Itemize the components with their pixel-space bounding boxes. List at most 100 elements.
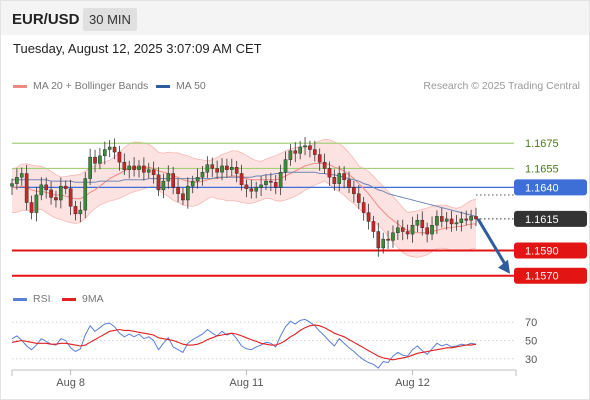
candle-body [215, 168, 219, 173]
candle [34, 186, 39, 222]
candle-body [229, 166, 234, 170]
candle [352, 180, 356, 203]
price-tag-box [514, 242, 587, 259]
candle [249, 179, 254, 199]
candle-body [210, 164, 215, 169]
candle-body [98, 155, 102, 164]
price-tags: 1.1675 1.1655 1.1640 1.1615 1.1590 1.1570 [514, 138, 587, 284]
candle-body [420, 219, 425, 228]
candle [444, 212, 449, 230]
candle-body [83, 178, 88, 211]
candle [195, 168, 200, 189]
candle [15, 168, 19, 190]
candle-body [322, 161, 327, 169]
candle [19, 167, 24, 186]
candle-body [137, 165, 141, 170]
candle [376, 222, 381, 257]
candle-body [288, 150, 293, 160]
moving-averages [12, 162, 477, 234]
candle-body [24, 173, 29, 203]
candle [440, 207, 444, 228]
candle-body [396, 227, 400, 233]
candle-body [449, 218, 454, 225]
candle [283, 151, 288, 181]
candle-body [73, 206, 78, 215]
candle [127, 160, 132, 179]
candle [308, 140, 312, 158]
candle [78, 201, 83, 222]
candle-body [54, 197, 58, 201]
candle-body [464, 218, 469, 221]
candle [190, 175, 195, 194]
price-tag-box [514, 179, 587, 196]
candle [73, 200, 78, 221]
candle-body [102, 149, 107, 157]
interval-badge[interactable]: 30 MIN [83, 8, 137, 31]
candle-body [249, 188, 254, 192]
candle [122, 153, 127, 175]
candle-body [454, 222, 459, 225]
candle [137, 160, 141, 178]
price-tag-1-1640: 1.1640 [514, 179, 587, 196]
price-tag-1-1590: 1.1590 [514, 242, 587, 259]
candle [59, 177, 63, 209]
candle [361, 197, 366, 221]
candle [435, 210, 439, 235]
candle [161, 173, 166, 199]
candle [391, 225, 395, 248]
candle-body [68, 188, 73, 207]
candle-body [444, 218, 449, 222]
candle [259, 176, 263, 197]
candle-body [313, 149, 317, 155]
candle-body [410, 225, 415, 235]
candle-body [88, 156, 92, 179]
candle [459, 211, 464, 232]
candle [225, 158, 229, 178]
candle [347, 171, 351, 194]
price-tag-label: 1.1675 [525, 138, 559, 150]
ma50-swatch [156, 84, 170, 88]
candle [83, 172, 88, 219]
candle [156, 167, 161, 196]
candle [293, 142, 298, 163]
candle-body [283, 159, 288, 173]
candle-body [107, 146, 112, 150]
candle-body [186, 185, 190, 201]
9ma-swatch [62, 297, 76, 301]
candle [322, 153, 327, 174]
candle-body [234, 166, 239, 174]
candle [205, 156, 210, 178]
candle-body [171, 173, 175, 188]
candle-body [166, 173, 171, 182]
price-tag-1-1655: 1.1655 [525, 163, 559, 175]
candle [88, 148, 92, 186]
ma20-swatch [13, 84, 27, 88]
price-tag-box [514, 267, 587, 284]
candle [303, 136, 307, 156]
bollinger-lower-line [11, 180, 477, 258]
candle-body [366, 212, 371, 222]
price-tag-label: 1.1615 [525, 214, 559, 226]
candle-body [10, 183, 14, 187]
candle-body [127, 165, 132, 170]
price-tag-1-1615: 1.1615 [514, 210, 587, 227]
candle [63, 180, 68, 195]
candle [68, 179, 73, 216]
candle [215, 160, 219, 179]
price-tag-1-1570: 1.1570 [514, 267, 587, 284]
candle-body [205, 164, 210, 173]
forecast-arrow [476, 218, 510, 274]
candle-body [381, 238, 386, 249]
candle-body [405, 231, 410, 235]
candle [464, 210, 469, 226]
candle [371, 215, 376, 238]
candle-body [459, 218, 464, 223]
time-axis-label: Aug 8 [56, 377, 85, 389]
price-tag-label: 1.1640 [525, 182, 559, 194]
candle [10, 178, 14, 195]
legend-9ma: 9MA [62, 293, 104, 305]
candle [400, 219, 405, 241]
candle-body [181, 193, 185, 201]
candle [176, 178, 180, 203]
candle-body [49, 189, 53, 198]
